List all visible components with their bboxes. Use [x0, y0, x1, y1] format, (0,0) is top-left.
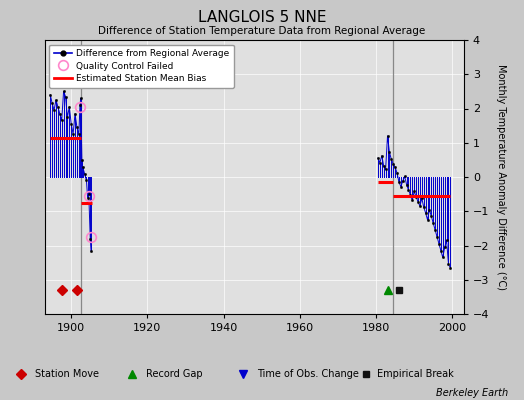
Text: Station Move: Station Move — [35, 369, 99, 379]
Y-axis label: Monthly Temperature Anomaly Difference (°C): Monthly Temperature Anomaly Difference (… — [496, 64, 506, 290]
Legend: Difference from Regional Average, Quality Control Failed, Estimated Station Mean: Difference from Regional Average, Qualit… — [49, 44, 234, 88]
Text: Difference of Station Temperature Data from Regional Average: Difference of Station Temperature Data f… — [99, 26, 425, 36]
Text: Time of Obs. Change: Time of Obs. Change — [257, 369, 358, 379]
Text: Berkeley Earth: Berkeley Earth — [436, 388, 508, 398]
Text: LANGLOIS 5 NNE: LANGLOIS 5 NNE — [198, 10, 326, 25]
Text: Empirical Break: Empirical Break — [377, 369, 454, 379]
Text: Record Gap: Record Gap — [146, 369, 202, 379]
